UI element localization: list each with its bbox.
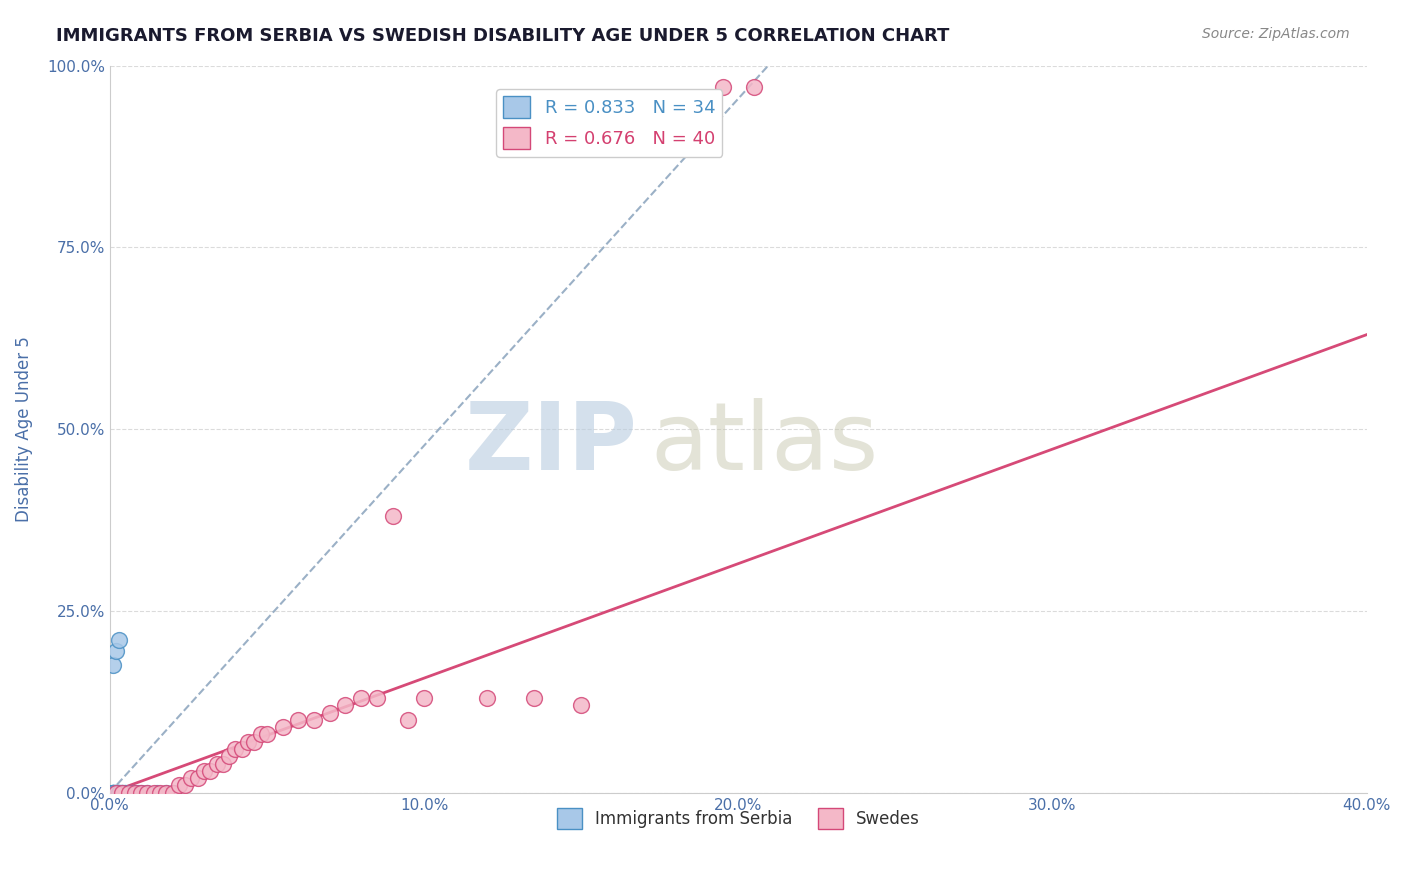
Point (155, 786, 177, 800)
Point (711, 80, 734, 95)
Point (413, 691, 436, 706)
Point (127, 786, 149, 800)
Point (271, 720, 294, 734)
Point (105, 786, 128, 800)
Point (249, 727, 271, 741)
Point (319, 706, 342, 720)
Point (108, 786, 131, 800)
Point (149, 786, 172, 800)
Text: ZIP: ZIP (465, 398, 638, 490)
Point (205, 756, 228, 771)
Point (111, 786, 134, 800)
Point (162, 786, 184, 800)
Point (108, 786, 131, 800)
Point (287, 713, 309, 727)
Point (105, 786, 128, 800)
Point (105, 786, 128, 800)
Y-axis label: Disability Age Under 5: Disability Age Under 5 (15, 336, 32, 522)
Point (105, 786, 128, 800)
Point (114, 786, 136, 800)
Point (101, 786, 124, 800)
Point (105, 644, 128, 658)
Point (121, 786, 143, 800)
Point (111, 786, 134, 800)
Point (124, 786, 146, 800)
Point (105, 786, 128, 800)
Point (142, 786, 165, 800)
Point (218, 749, 240, 764)
Point (111, 786, 134, 800)
Point (108, 786, 131, 800)
Point (155, 786, 177, 800)
Point (180, 771, 202, 785)
Point (114, 786, 136, 800)
Point (108, 786, 131, 800)
Point (108, 632, 131, 647)
Point (381, 509, 404, 524)
Point (105, 786, 128, 800)
Point (569, 698, 592, 713)
Point (162, 786, 184, 800)
Point (212, 756, 235, 771)
Point (350, 691, 373, 706)
Point (101, 786, 124, 800)
Point (366, 691, 388, 706)
Point (124, 786, 146, 800)
Point (101, 658, 124, 673)
Text: IMMIGRANTS FROM SERBIA VS SWEDISH DISABILITY AGE UNDER 5 CORRELATION CHART: IMMIGRANTS FROM SERBIA VS SWEDISH DISABI… (56, 27, 949, 45)
Point (101, 786, 124, 800)
Point (101, 786, 124, 800)
Point (243, 735, 266, 749)
Point (200, 764, 222, 778)
Point (256, 727, 278, 741)
Point (105, 786, 128, 800)
Point (187, 771, 209, 785)
Point (224, 742, 246, 756)
Point (742, 80, 765, 95)
Point (146, 786, 169, 800)
Point (174, 778, 197, 792)
Point (523, 691, 546, 706)
Point (129, 786, 152, 800)
Point (231, 742, 253, 756)
Text: Source: ZipAtlas.com: Source: ZipAtlas.com (1202, 27, 1350, 41)
Point (236, 735, 259, 749)
Text: atlas: atlas (651, 398, 879, 490)
Point (117, 786, 139, 800)
Point (101, 786, 124, 800)
Point (111, 786, 134, 800)
Point (335, 698, 357, 713)
Point (193, 764, 215, 778)
Point (302, 713, 325, 727)
Point (167, 778, 190, 792)
Point (129, 786, 152, 800)
Point (117, 786, 139, 800)
Point (396, 713, 419, 727)
Legend: Immigrants from Serbia, Swedes: Immigrants from Serbia, Swedes (550, 802, 927, 835)
Point (136, 786, 159, 800)
Point (136, 786, 159, 800)
Point (101, 786, 124, 800)
Point (475, 691, 498, 706)
Point (101, 786, 124, 800)
